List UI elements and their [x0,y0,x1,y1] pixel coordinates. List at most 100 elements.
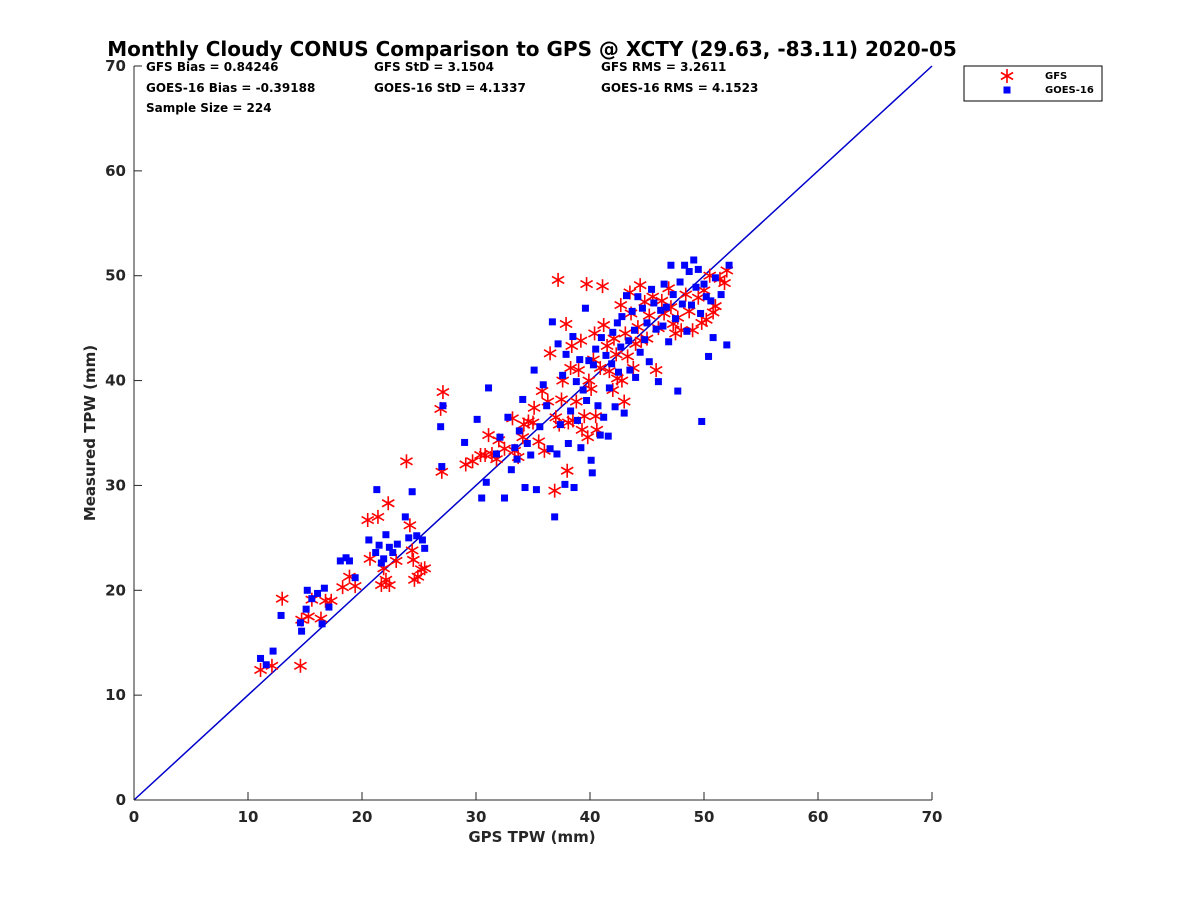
x-tick-label: 30 [466,808,487,826]
data-point [559,316,573,331]
data-point [620,409,628,417]
data-point [600,338,614,353]
data-point [511,444,519,452]
data-point [636,348,644,356]
data-point [596,279,610,294]
data-point [363,551,377,566]
x-tick-label: 60 [808,808,829,826]
data-point [681,261,689,269]
data-point [501,494,508,502]
data-point [519,395,527,403]
stat-gfs-rms: GFS RMS = 3.2611 [601,60,726,74]
data-point [389,549,397,557]
data-point [551,513,559,521]
data-point [573,416,581,424]
legend-label-goes16: GOES-16 [1045,85,1094,96]
data-point [555,392,568,407]
y-tick-label: 10 [105,686,126,704]
data-point [581,430,595,445]
data-point [546,445,554,453]
data-point [413,532,421,540]
data-point [406,552,420,567]
data-point [654,378,662,386]
x-tick-label: 50 [694,808,715,826]
data-point [585,357,593,365]
legend-square [1003,86,1011,94]
data-point [554,340,562,348]
data-point [530,366,538,374]
data-point [659,322,667,330]
data-point [645,358,653,366]
data-point [685,268,693,276]
data-point [678,300,686,308]
data-point [523,439,531,447]
data-point [596,431,604,439]
stat-goes16-rms: GOES-16 RMS = 4.1523 [601,81,758,95]
data-point [532,434,546,449]
data-point [532,486,540,494]
data-point [361,513,375,528]
data-point [318,620,326,628]
data-point [589,409,603,424]
data-point [657,306,665,314]
y-tick-label: 30 [105,476,126,494]
data-point [570,484,578,492]
data-point [389,553,403,568]
data-point [602,351,610,359]
data-point [597,334,605,342]
legend-label-gfs: GFS [1045,71,1067,82]
data-point [700,280,708,288]
data-point [556,421,564,429]
data-point [628,307,636,315]
data-point [485,384,493,392]
data-point [621,349,635,364]
data-point [641,336,649,344]
data-point [690,256,698,264]
data-point [581,304,589,312]
data-point [314,589,322,597]
data-point [564,439,572,447]
data-point [609,347,623,362]
data-point [385,543,393,551]
data-point [652,325,660,333]
data-point [717,291,725,299]
y-tick-label: 0 [116,791,126,809]
data-point [418,536,426,544]
data-point [615,373,629,388]
stats-block: GFS Bias = 0.84246 GFS StD = 3.1504 GFS … [146,60,758,115]
data-point [399,454,413,469]
data-point [507,466,515,474]
axes: 0 10 20 30 40 50 60 70 0 10 20 30 40 50 60 70 [105,57,942,826]
data-point [617,343,625,351]
data-point [405,534,413,542]
one-to-one-line [133,65,933,801]
x-tick-label: 70 [922,808,943,826]
data-point [437,423,445,431]
data-point [381,496,395,511]
data-point [521,484,529,492]
data-point [560,463,574,478]
data-point [594,402,602,410]
data-point [725,261,733,269]
data-point [597,317,611,332]
data-point [482,428,496,443]
data-point [436,385,450,400]
x-tick-label: 10 [238,808,259,826]
data-point [592,345,600,353]
data-point [262,661,270,669]
data-point [615,368,622,376]
data-point [336,557,344,565]
data-point [401,513,409,521]
data-point [569,394,583,409]
plot-area [133,65,933,801]
data-point [562,350,570,358]
data-point [293,658,307,673]
data-point [553,450,561,458]
data-point [576,356,584,364]
data-point [643,319,651,327]
data-point [574,333,588,348]
data-point [660,280,668,288]
data-point [625,337,633,345]
legend-box [963,65,1103,102]
data-point [466,454,480,469]
